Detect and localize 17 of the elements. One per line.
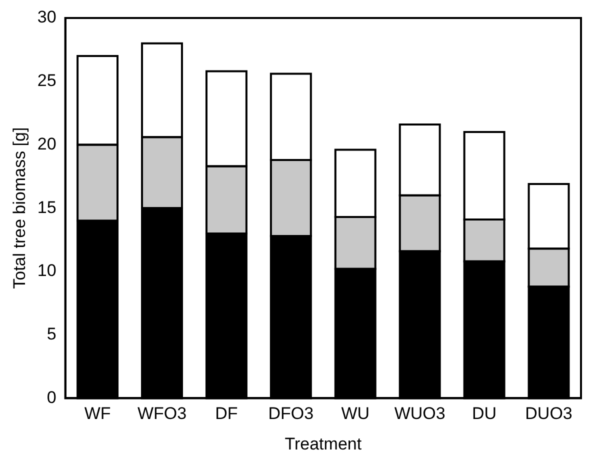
y-axis-title: Total tree biomass [g] [10, 127, 29, 289]
x-tick-label: DF [215, 404, 238, 424]
x-tick-label: WFO3 [137, 404, 187, 424]
x-tick-label: DFO3 [268, 404, 314, 424]
x-tick-label: DU [472, 404, 497, 424]
y-tick-label: 10 [37, 261, 56, 280]
y-tick-label: 0 [46, 388, 56, 407]
x-tick-label: WU [341, 404, 370, 424]
x-tick-label: DUO3 [525, 404, 572, 424]
y-tick-label: 5 [46, 324, 56, 344]
y-tick-label: 15 [37, 198, 56, 217]
y-tick-label: 25 [37, 71, 56, 90]
x-tick-label: WUO3 [394, 404, 446, 424]
x-tick-label: WF [84, 404, 111, 424]
x-axis-title: Treatment [284, 434, 362, 454]
y-tick-label: 20 [37, 134, 56, 154]
y-tick-label: 30 [37, 8, 56, 27]
